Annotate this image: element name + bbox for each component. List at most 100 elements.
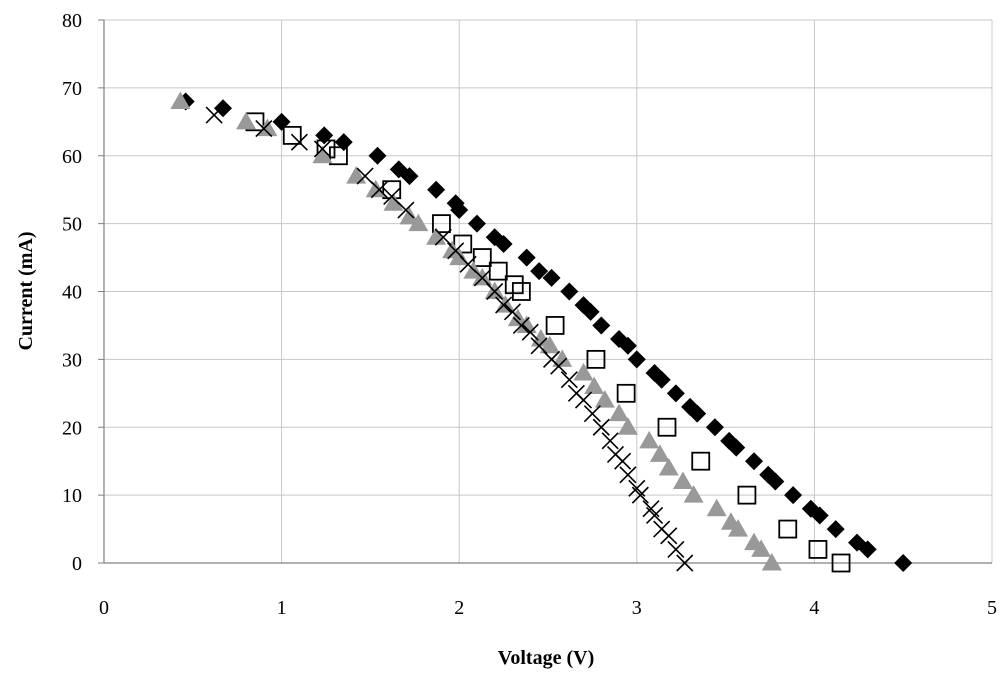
- data-point: [312, 145, 333, 164]
- data-series: [170, 91, 913, 573]
- data-point: [667, 540, 685, 558]
- data-point: [573, 362, 594, 381]
- data-point: [808, 540, 828, 559]
- data-point: [683, 485, 704, 503]
- data-point: [530, 337, 548, 355]
- y-tick-label: 40: [62, 282, 82, 304]
- x-tick-label: 4: [809, 597, 819, 619]
- data-point: [594, 390, 615, 408]
- data-point: [609, 403, 630, 422]
- data-point: [236, 111, 257, 130]
- data-point: [504, 275, 524, 295]
- y-tick-label: 20: [62, 417, 82, 439]
- data-point: [614, 452, 632, 470]
- y-tick-label: 60: [62, 146, 82, 168]
- data-point: [745, 452, 764, 471]
- data-point: [383, 187, 401, 206]
- data-point: [530, 262, 549, 281]
- data-point: [831, 553, 851, 573]
- data-point: [447, 242, 465, 260]
- x-tick-label: 1: [277, 597, 287, 619]
- data-point: [574, 391, 593, 409]
- data-point: [365, 179, 386, 198]
- data-point: [399, 206, 420, 225]
- data-point: [313, 140, 332, 158]
- data-point: [484, 281, 505, 299]
- y-tick-label: 50: [62, 214, 82, 236]
- data-point: [560, 282, 579, 301]
- data-point: [434, 228, 452, 246]
- data-point: [627, 350, 646, 369]
- data-point: [560, 371, 578, 389]
- data-point: [616, 383, 636, 403]
- axes: [98, 19, 992, 564]
- series-1-diamond: [176, 92, 913, 572]
- data-point: [728, 519, 749, 537]
- data-point: [778, 519, 798, 539]
- data-point: [601, 432, 619, 450]
- x-tick-label: 5: [987, 597, 997, 619]
- data-point: [727, 438, 746, 457]
- y-axis-title: Current (mA): [15, 231, 37, 350]
- data-point: [521, 323, 539, 341]
- data-point: [450, 201, 469, 220]
- data-point: [517, 248, 536, 267]
- data-point: [657, 417, 677, 437]
- data-point: [545, 316, 565, 335]
- data-point: [516, 315, 537, 333]
- data-point: [486, 282, 504, 301]
- data-point: [652, 370, 671, 389]
- data-point: [645, 506, 664, 525]
- data-point: [676, 554, 694, 572]
- data-point: [592, 316, 611, 335]
- y-tick-label: 10: [62, 485, 82, 507]
- data-point: [737, 485, 757, 505]
- data-point: [397, 201, 415, 219]
- data-point: [751, 539, 772, 557]
- data-point: [672, 471, 693, 490]
- data-point: [706, 498, 727, 517]
- y-tick-label: 30: [62, 349, 82, 371]
- data-point: [761, 553, 782, 571]
- data-point: [583, 405, 601, 423]
- data-point: [400, 167, 419, 186]
- data-point: [512, 316, 530, 335]
- data-point: [213, 99, 232, 118]
- data-point: [408, 213, 429, 232]
- y-tick-label: 80: [62, 10, 82, 32]
- data-point: [494, 234, 513, 253]
- data-point: [858, 540, 877, 559]
- data-point: [290, 133, 308, 151]
- data-point: [552, 349, 573, 367]
- data-point: [205, 106, 223, 124]
- data-point: [539, 335, 560, 354]
- tick-labels: 0 10 20 30 40 50 60 70 80 0 1 2 3 4 5: [62, 10, 997, 619]
- data-point: [368, 146, 387, 165]
- gridlines: [104, 19, 993, 563]
- y-tick-label: 0: [72, 553, 82, 575]
- data-point: [631, 486, 649, 504]
- data-point: [495, 296, 513, 314]
- data-point: [810, 506, 829, 525]
- data-point: [550, 357, 568, 375]
- data-point: [784, 486, 803, 505]
- x-tick-label: 0: [99, 597, 109, 619]
- data-point: [432, 214, 451, 234]
- data-point: [705, 418, 724, 437]
- x-tick-label: 2: [454, 597, 464, 619]
- data-point: [766, 472, 785, 491]
- data-point: [257, 118, 278, 137]
- data-point: [427, 180, 446, 199]
- data-point: [473, 269, 491, 287]
- data-point: [826, 520, 845, 539]
- data-point: [503, 303, 522, 321]
- data-point: [370, 181, 388, 199]
- data-point: [618, 336, 637, 355]
- data-point: [691, 451, 711, 471]
- data-point: [453, 234, 473, 254]
- data-point: [894, 554, 913, 572]
- data-point: [511, 282, 531, 301]
- data-point: [255, 120, 273, 138]
